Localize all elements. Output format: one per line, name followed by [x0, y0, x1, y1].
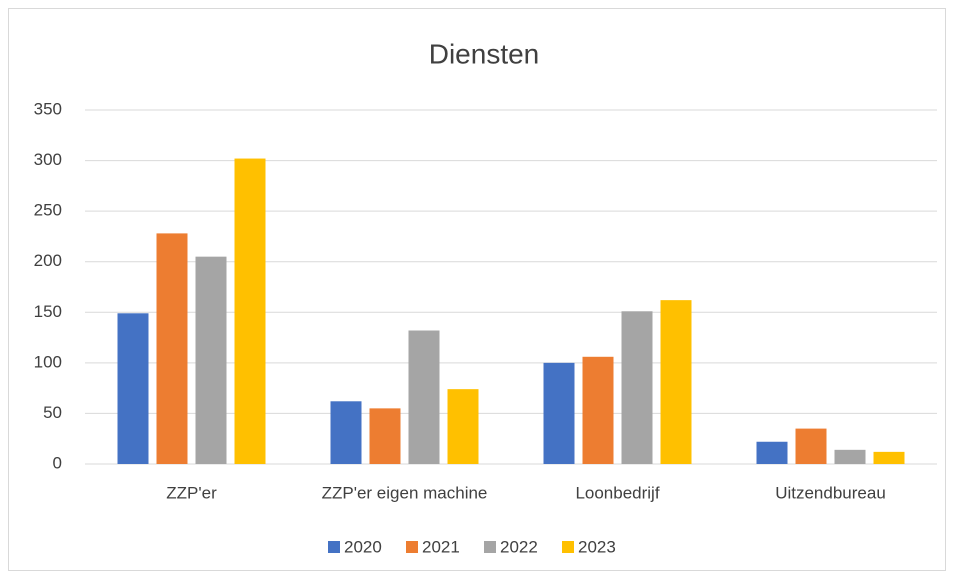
y-tick-label: 50 [43, 403, 62, 422]
y-tick-label: 100 [34, 352, 62, 371]
y-tick-label: 250 [34, 201, 62, 220]
chart-title: Diensten [429, 38, 540, 69]
bar [234, 158, 266, 464]
bar [756, 441, 788, 464]
x-tick-label: Loonbedrijf [575, 483, 659, 502]
y-tick-label: 350 [34, 99, 62, 118]
bar [873, 451, 905, 464]
bar [795, 428, 827, 464]
y-tick-label: 300 [34, 150, 62, 169]
legend-label: 2020 [344, 537, 382, 556]
bar [156, 233, 188, 464]
bar [543, 362, 575, 464]
x-tick-label: ZZP'er eigen machine [322, 483, 488, 502]
bar [369, 408, 401, 464]
legend-swatch [562, 541, 574, 553]
legend-swatch [328, 541, 340, 553]
legend-swatch [406, 541, 418, 553]
y-tick-label: 200 [34, 251, 62, 270]
legend-label: 2021 [422, 537, 460, 556]
legend-swatch [484, 541, 496, 553]
bar [834, 449, 866, 464]
bar [582, 356, 614, 464]
y-tick-label: 0 [53, 453, 62, 472]
bar [408, 330, 440, 464]
legend-label: 2022 [500, 537, 538, 556]
x-tick-label: Uitzendbureau [775, 483, 886, 502]
bar [195, 256, 227, 464]
bar [447, 389, 479, 464]
bar [330, 401, 362, 464]
x-tick-label: ZZP'er [166, 483, 217, 502]
legend-label: 2023 [578, 537, 616, 556]
y-tick-label: 150 [34, 302, 62, 321]
bar [660, 300, 692, 464]
bar [117, 313, 149, 464]
bar [621, 311, 653, 464]
